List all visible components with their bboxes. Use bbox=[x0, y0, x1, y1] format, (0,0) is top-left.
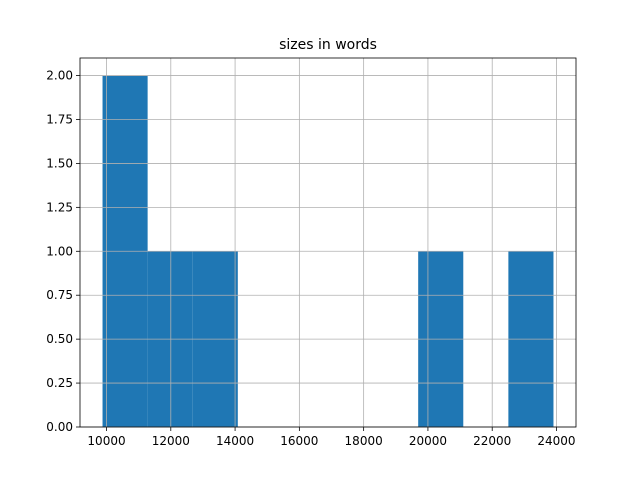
y-tick-label: 0.75 bbox=[46, 288, 73, 302]
y-tick-label: 2.00 bbox=[46, 69, 73, 83]
plot-frame bbox=[79, 57, 577, 428]
x-tick-label: 12000 bbox=[152, 434, 190, 448]
y-tick-label: 1.25 bbox=[46, 200, 73, 214]
chart-title: sizes in words bbox=[279, 37, 377, 53]
y-tick-label: 1.00 bbox=[46, 244, 73, 258]
y-tick-label: 0.00 bbox=[46, 420, 73, 434]
y-tick-label: 0.25 bbox=[46, 376, 73, 390]
x-tick-label: 10000 bbox=[87, 434, 125, 448]
x-tick-label: 18000 bbox=[345, 434, 383, 448]
x-tick-label: 20000 bbox=[409, 434, 447, 448]
x-tick-label: 24000 bbox=[537, 434, 575, 448]
y-tick-label: 1.50 bbox=[46, 156, 73, 170]
x-tick-label: 22000 bbox=[473, 434, 511, 448]
y-tick-label: 0.50 bbox=[46, 332, 73, 346]
x-tick-label: 16000 bbox=[280, 434, 318, 448]
y-tick-label: 1.75 bbox=[46, 113, 73, 127]
x-tick-label: 14000 bbox=[216, 434, 254, 448]
